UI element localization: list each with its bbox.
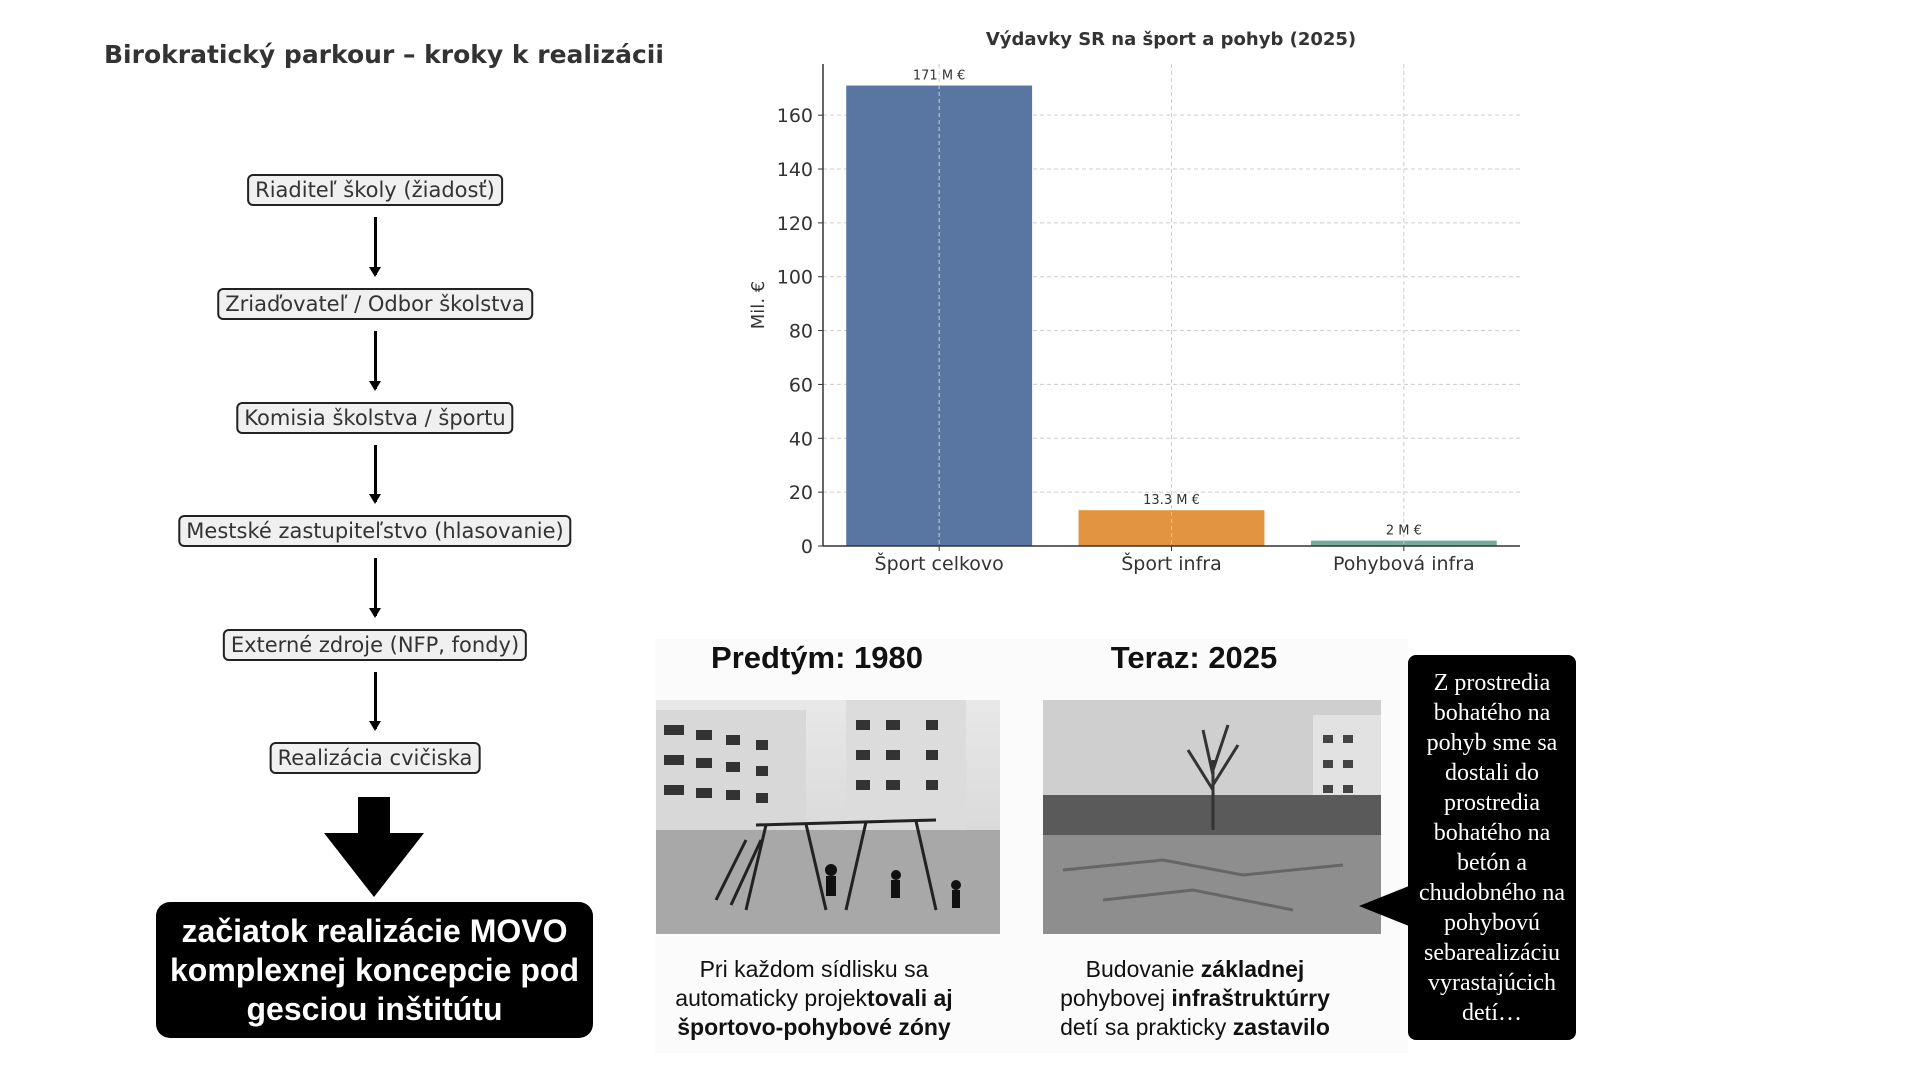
flow-step: Zriaďovateľ / Odbor školstva [217, 288, 533, 320]
result-line: začiatok realizácie MOVO [181, 912, 568, 949]
down-arrow-icon [369, 672, 381, 731]
y-tick-label: 20 [789, 482, 813, 504]
caption-segment: pohybovej [1060, 985, 1172, 1011]
y-tick-label: 100 [777, 267, 813, 289]
down-arrow-icon [369, 217, 381, 277]
flow-step: Externé zdroje (NFP, fondy) [222, 629, 528, 661]
down-arrow-icon [369, 558, 381, 618]
y-tick-label: 120 [777, 213, 813, 235]
caption-line: automaticky projektovali aj [675, 984, 952, 1013]
caption-segment: automaticky projek [675, 985, 868, 1011]
data-label: 171 M € [913, 69, 966, 84]
callout-line: pohyb sme sa [1426, 729, 1558, 756]
callout-line: prostredia [1444, 789, 1540, 816]
caption-segment: tovali aj [867, 985, 953, 1011]
y-axis-label: Mil. € [748, 281, 769, 329]
flow-step: Riaditeľ školy (žiadosť) [247, 174, 503, 206]
callout-line: vyrastajúcich [1428, 969, 1556, 996]
flow-step: Realizácia cvičiska [269, 742, 481, 774]
result-line: komplexnej koncepcie pod [170, 951, 579, 988]
before-heading: Predtým: 1980 [711, 640, 923, 675]
y-tick-label: 60 [789, 374, 813, 396]
caption-segment: detí sa prakticky [1060, 1014, 1233, 1040]
bar-chart: Výdavky SR na šport a pohyb (2025) 0 20 40 6… [748, 30, 1520, 575]
y-tick-label: 160 [777, 105, 813, 127]
callout-line: bohatého na [1433, 699, 1551, 726]
result-box: začiatok realizácie MOVO komplexnej konc… [156, 902, 593, 1038]
callout-line: Z prostredia [1433, 669, 1551, 696]
page-title: Birokratický parkour – kroky k realizáci… [104, 40, 664, 69]
x-tick-label: Šport celkovo [875, 551, 1004, 575]
caption-line: detí sa prakticky zastavilo [1060, 1013, 1330, 1042]
caption-segment: zastavilo [1232, 1014, 1330, 1040]
after-caption: Budovanie základnej pohybovej infraštrukt… [1060, 955, 1330, 1042]
flow-step: Mestské zastupiteľstvo (hlasovanie) [178, 515, 572, 547]
callout-line: betón a [1457, 849, 1527, 876]
x-tick-label: Pohybová infra [1333, 553, 1475, 575]
down-arrow-icon [369, 331, 381, 391]
caption-line: pohybovej infraštruktúrry [1060, 984, 1330, 1013]
after-heading: Teraz: 2025 [1110, 640, 1278, 675]
flow-step: Komisia školstva / športu [236, 402, 514, 434]
y-tick-label: 80 [789, 321, 813, 343]
down-arrow-icon [369, 445, 381, 504]
callout-pointer [1359, 886, 1409, 926]
before-caption: Pri každom sídlisku sa automaticky projek… [675, 955, 952, 1042]
caption-segment: infraštruktúrry [1171, 985, 1330, 1011]
photo-playground-1980 [656, 700, 1000, 934]
y-tick-label: 40 [789, 428, 813, 450]
caption-segment: základnej [1200, 956, 1305, 982]
caption-line: Budovanie základnej [1060, 955, 1330, 984]
x-tick-label: Šport infra [1121, 551, 1222, 575]
big-down-arrow-icon [324, 797, 424, 897]
result-line: gesciou inštitútu [246, 990, 503, 1027]
caption-line: športovo-pohybové zóny [675, 1013, 952, 1042]
caption-segment: športovo-pohybové zóny [677, 1014, 951, 1040]
caption-segment: Budovanie [1085, 956, 1201, 982]
caption-segment: Pri každom sídlisku sa [699, 956, 929, 982]
data-label: 2 M € [1386, 524, 1422, 539]
photo-empty-lot-2025 [1043, 700, 1381, 934]
y-tick-label: 0 [801, 536, 813, 558]
bar [846, 85, 1033, 546]
callout-line: detí… [1462, 999, 1522, 1026]
data-label: 13.3 M € [1143, 493, 1200, 508]
callout-line: chudobného na [1419, 879, 1565, 906]
callout-line: sebarealizáciu [1424, 939, 1560, 966]
caption-line: Pri každom sídlisku sa [675, 955, 952, 984]
chart-title: Výdavky SR na šport a pohyb (2025) [986, 30, 1356, 50]
y-tick-label: 140 [777, 159, 813, 181]
callout-line: bohatého na [1433, 819, 1551, 846]
callout-line: dostali do [1445, 759, 1539, 786]
callout-line: pohybovú [1444, 909, 1540, 936]
callout-box: Z prostredia bohatého na pohyb sme sa dosta… [1408, 655, 1576, 1040]
